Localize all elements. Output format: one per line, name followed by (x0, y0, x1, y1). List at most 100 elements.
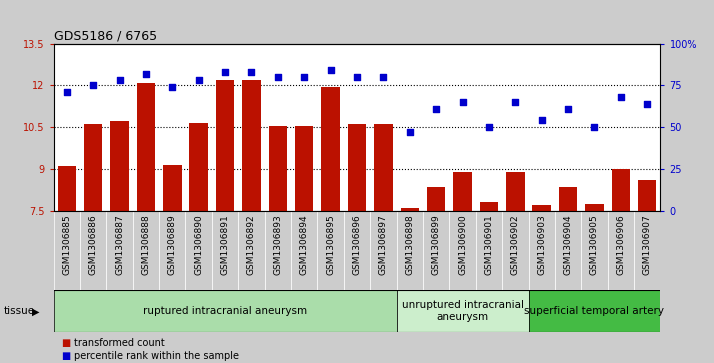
Bar (265, 211, 291, 290)
Bar (476, 211, 502, 290)
Bar (321, 87, 340, 211)
Bar (58, 166, 76, 211)
Point (193, 77, 204, 83)
Bar (612, 169, 630, 211)
Point (325, 68, 336, 73)
Bar (449, 211, 476, 290)
Bar (268, 126, 287, 211)
Bar (186, 211, 212, 290)
Text: GSM1306902: GSM1306902 (511, 215, 520, 275)
Bar (370, 211, 396, 290)
Bar (396, 211, 423, 290)
Bar (506, 172, 525, 211)
Text: ▶: ▶ (32, 306, 40, 316)
Text: GSM1306903: GSM1306903 (537, 215, 546, 275)
Bar (453, 172, 472, 211)
Point (87, 82, 99, 88)
Bar (291, 211, 318, 290)
Point (272, 74, 283, 80)
Point (140, 71, 151, 77)
Point (536, 118, 548, 123)
Bar (396, 290, 528, 332)
Point (378, 74, 389, 80)
Text: GSM1306885: GSM1306885 (62, 215, 71, 275)
Text: GSM1306905: GSM1306905 (590, 215, 599, 275)
Bar (84, 124, 102, 211)
Text: GSM1306893: GSM1306893 (273, 215, 282, 275)
Text: GSM1306895: GSM1306895 (326, 215, 335, 275)
Text: tissue: tissue (4, 306, 35, 316)
Text: GSM1306888: GSM1306888 (141, 215, 151, 275)
Point (510, 99, 521, 105)
Text: GSM1306899: GSM1306899 (432, 215, 441, 275)
Point (351, 74, 363, 80)
Bar (528, 290, 660, 332)
Text: GSM1306892: GSM1306892 (247, 215, 256, 275)
Bar (318, 211, 344, 290)
Bar (401, 208, 419, 211)
Text: GSM1306900: GSM1306900 (458, 215, 467, 275)
Text: GSM1306898: GSM1306898 (406, 215, 414, 275)
Bar (528, 211, 555, 290)
Bar (634, 211, 660, 290)
Bar (106, 211, 133, 290)
Point (246, 69, 257, 75)
Bar (555, 211, 581, 290)
Text: GDS5186 / 6765: GDS5186 / 6765 (54, 29, 156, 42)
Point (563, 106, 574, 111)
Text: GSM1306887: GSM1306887 (115, 215, 124, 275)
Text: GSM1306889: GSM1306889 (168, 215, 177, 275)
Bar (608, 211, 634, 290)
Bar (348, 124, 366, 211)
Bar (427, 187, 446, 211)
Text: GSM1306894: GSM1306894 (300, 215, 308, 275)
Point (404, 129, 416, 135)
Text: GSM1306906: GSM1306906 (616, 215, 625, 275)
Point (431, 106, 442, 111)
Bar (533, 205, 551, 211)
Bar (80, 211, 106, 290)
Point (219, 69, 231, 75)
Text: GSM1306886: GSM1306886 (89, 215, 98, 275)
Bar (238, 211, 265, 290)
Bar (133, 211, 159, 290)
Text: GSM1306904: GSM1306904 (563, 215, 573, 275)
Point (61, 89, 72, 95)
Text: GSM1306890: GSM1306890 (194, 215, 203, 275)
Text: ■: ■ (61, 351, 70, 361)
Bar (374, 124, 393, 211)
Bar (638, 180, 656, 211)
Bar (54, 211, 80, 290)
Text: percentile rank within the sample: percentile rank within the sample (74, 351, 238, 361)
Text: GSM1306891: GSM1306891 (221, 215, 230, 275)
Text: ■: ■ (61, 338, 70, 348)
Point (483, 124, 495, 130)
Bar (423, 211, 449, 290)
Point (457, 99, 468, 105)
Bar (559, 187, 578, 211)
Text: GSM1306896: GSM1306896 (353, 215, 361, 275)
Bar (54, 290, 396, 332)
Text: unruptured intracranial
aneurysm: unruptured intracranial aneurysm (401, 301, 523, 322)
Bar (212, 211, 238, 290)
Text: ruptured intracranial aneurysm: ruptured intracranial aneurysm (143, 306, 307, 316)
Bar (502, 211, 528, 290)
Point (298, 74, 310, 80)
Bar (585, 204, 604, 211)
Bar (581, 211, 608, 290)
Bar (344, 211, 370, 290)
Text: transformed count: transformed count (74, 338, 164, 348)
Point (589, 124, 600, 130)
Point (166, 84, 178, 90)
Text: GSM1306897: GSM1306897 (379, 215, 388, 275)
Bar (242, 80, 261, 211)
Point (615, 94, 627, 100)
Bar (480, 202, 498, 211)
Point (642, 101, 653, 107)
Bar (216, 80, 234, 211)
Text: GSM1306901: GSM1306901 (484, 215, 493, 275)
Bar (189, 123, 208, 211)
Bar (295, 126, 313, 211)
Bar (163, 165, 181, 211)
Bar (136, 82, 155, 211)
